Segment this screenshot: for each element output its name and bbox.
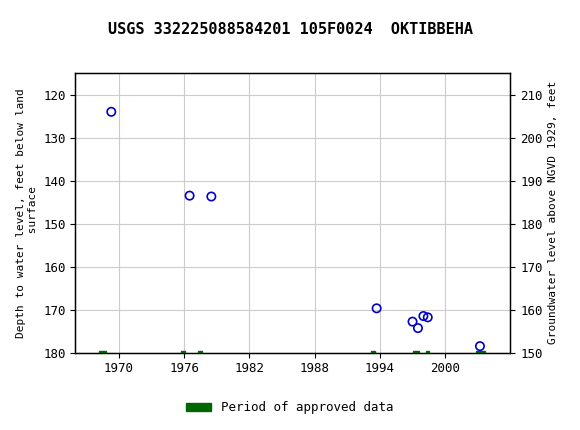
Point [408, 318, 417, 325]
Bar [181, 351, 184, 354]
Legend: Period of approved data: Period of approved data [181, 396, 399, 419]
Bar [412, 351, 419, 354]
Point [419, 313, 428, 319]
Point [423, 314, 433, 321]
Bar [99, 351, 106, 354]
Point [475, 343, 484, 350]
Point [372, 305, 381, 312]
Bar [426, 351, 429, 354]
Y-axis label: Depth to water level, feet below land
 surface: Depth to water level, feet below land su… [16, 88, 38, 338]
Bar [371, 351, 375, 354]
Bar [198, 351, 202, 354]
Text: USGS 332225088584201 105F0024  OKTIBBEHA: USGS 332225088584201 105F0024 OKTIBBEHA [107, 22, 473, 37]
Point [414, 325, 423, 332]
Point [185, 192, 194, 199]
Point [107, 108, 116, 115]
Bar [476, 351, 485, 354]
Text: ╳USGS: ╳USGS [9, 13, 72, 38]
Y-axis label: Groundwater level above NGVD 1929, feet: Groundwater level above NGVD 1929, feet [548, 81, 558, 344]
Point [206, 193, 216, 200]
